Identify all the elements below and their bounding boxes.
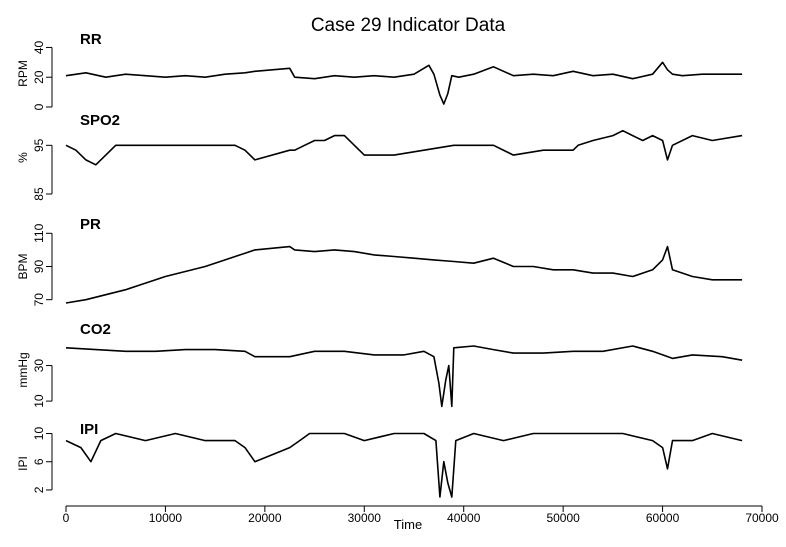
- y-axis-label-co2: mmHg: [16, 352, 30, 387]
- y-axis-label-rr: RPM: [16, 60, 30, 87]
- series-line-rr: [65, 61, 743, 105]
- panel-label-co2: CO2: [80, 321, 111, 338]
- panel-label-spo2: SPO2: [80, 112, 120, 129]
- y-tick-label-pr: 90: [32, 260, 46, 274]
- y-tick-label-spo2: 95: [32, 138, 46, 152]
- series-line-pr: [65, 245, 743, 304]
- x-tick-label: 60000: [646, 511, 680, 525]
- chart-title: Case 29 Indicator Data: [311, 15, 506, 36]
- x-tick-label: 30000: [348, 511, 382, 525]
- x-tick-label: 50000: [546, 511, 580, 525]
- series-line-co2: [65, 345, 743, 408]
- panel-label-pr: PR: [80, 216, 101, 233]
- y-tick-label-rr: 40: [32, 40, 46, 54]
- y-tick-label-ipi: 6: [32, 458, 46, 465]
- series-line-spo2: [65, 129, 743, 166]
- x-tick-label: 40000: [447, 511, 481, 525]
- y-tick-label-co2: 10: [32, 394, 46, 408]
- x-tick-label: 20000: [248, 511, 282, 525]
- panel-label-rr: RR: [80, 31, 102, 48]
- y-tick-label-ipi: 10: [32, 427, 46, 441]
- y-tick-label-co2: 30: [32, 359, 46, 373]
- y-tick-label-ipi: 2: [32, 486, 46, 493]
- panel-label-ipi: IPI: [80, 421, 98, 438]
- y-tick-label-pr: 70: [32, 293, 46, 307]
- x-tick-label: 10000: [149, 511, 183, 525]
- y-tick-label-rr: 20: [32, 70, 46, 84]
- x-axis-label: Time: [394, 517, 422, 532]
- y-tick-label-rr: 0: [32, 103, 46, 110]
- panel-ipi: 2 6 10 IPI IPI: [16, 421, 743, 498]
- x-tick-label: 70000: [745, 511, 779, 525]
- y-axis-label-spo2: %: [16, 152, 30, 163]
- y-tick-label-pr: 110: [32, 223, 46, 242]
- y-axis-label-ipi: IPI: [16, 456, 30, 471]
- y-tick-label-spo2: 85: [32, 187, 46, 201]
- series-line-ipi: [65, 432, 743, 498]
- x-tick-label: 0: [63, 511, 70, 525]
- y-axis-label-pr: BPM: [16, 253, 30, 279]
- panel-spo2: 85 95% SPO2: [16, 112, 743, 201]
- x-axis: 0 10000 20000 30000 40000 50000 60000 70000: [63, 505, 779, 525]
